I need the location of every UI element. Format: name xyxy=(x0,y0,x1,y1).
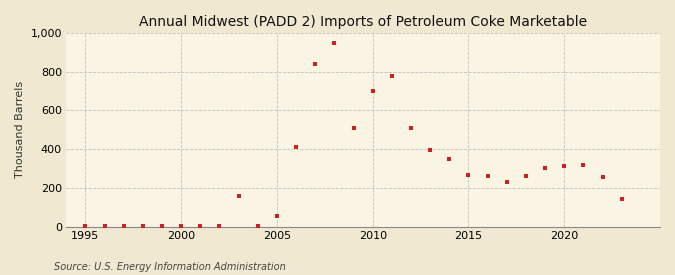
Point xyxy=(80,224,90,229)
Text: Source: U.S. Energy Information Administration: Source: U.S. Energy Information Administ… xyxy=(54,262,286,272)
Point xyxy=(387,73,398,78)
Title: Annual Midwest (PADD 2) Imports of Petroleum Coke Marketable: Annual Midwest (PADD 2) Imports of Petro… xyxy=(139,15,587,29)
Point xyxy=(157,224,167,229)
Point xyxy=(559,163,570,168)
Point xyxy=(502,180,512,184)
Point xyxy=(271,214,282,218)
Point xyxy=(99,224,110,229)
Point xyxy=(520,174,531,178)
Point xyxy=(310,62,321,66)
Point xyxy=(463,173,474,177)
Point xyxy=(348,126,359,130)
Point xyxy=(540,165,551,170)
Point xyxy=(176,224,186,229)
Point xyxy=(367,89,378,93)
Point xyxy=(329,40,340,45)
Point xyxy=(406,126,416,130)
Point xyxy=(425,148,435,152)
Point xyxy=(444,156,455,161)
Point xyxy=(291,145,302,149)
Point xyxy=(233,193,244,198)
Point xyxy=(597,175,608,179)
Point xyxy=(138,224,148,229)
Y-axis label: Thousand Barrels: Thousand Barrels xyxy=(15,81,25,178)
Point xyxy=(578,163,589,167)
Point xyxy=(118,224,129,229)
Point xyxy=(616,197,627,202)
Point xyxy=(482,174,493,178)
Point xyxy=(252,224,263,229)
Point xyxy=(195,224,206,229)
Point xyxy=(214,223,225,228)
